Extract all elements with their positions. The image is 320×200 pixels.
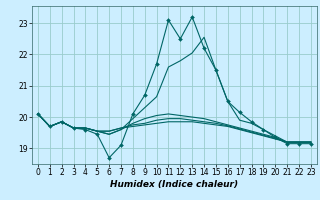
X-axis label: Humidex (Indice chaleur): Humidex (Indice chaleur) [110,180,238,189]
